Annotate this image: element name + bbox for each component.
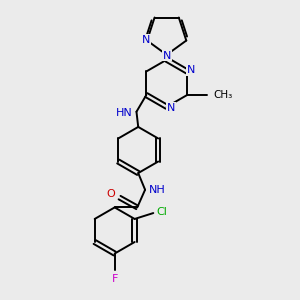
Text: Cl: Cl [157, 207, 168, 217]
Text: NH: NH [148, 185, 165, 195]
Text: N: N [167, 103, 175, 113]
Text: N: N [142, 35, 150, 45]
Text: N: N [163, 51, 171, 61]
Text: HN: HN [116, 108, 133, 118]
Text: CH₃: CH₃ [213, 90, 232, 100]
Text: N: N [187, 65, 195, 76]
Text: F: F [112, 274, 118, 284]
Text: O: O [106, 189, 115, 199]
